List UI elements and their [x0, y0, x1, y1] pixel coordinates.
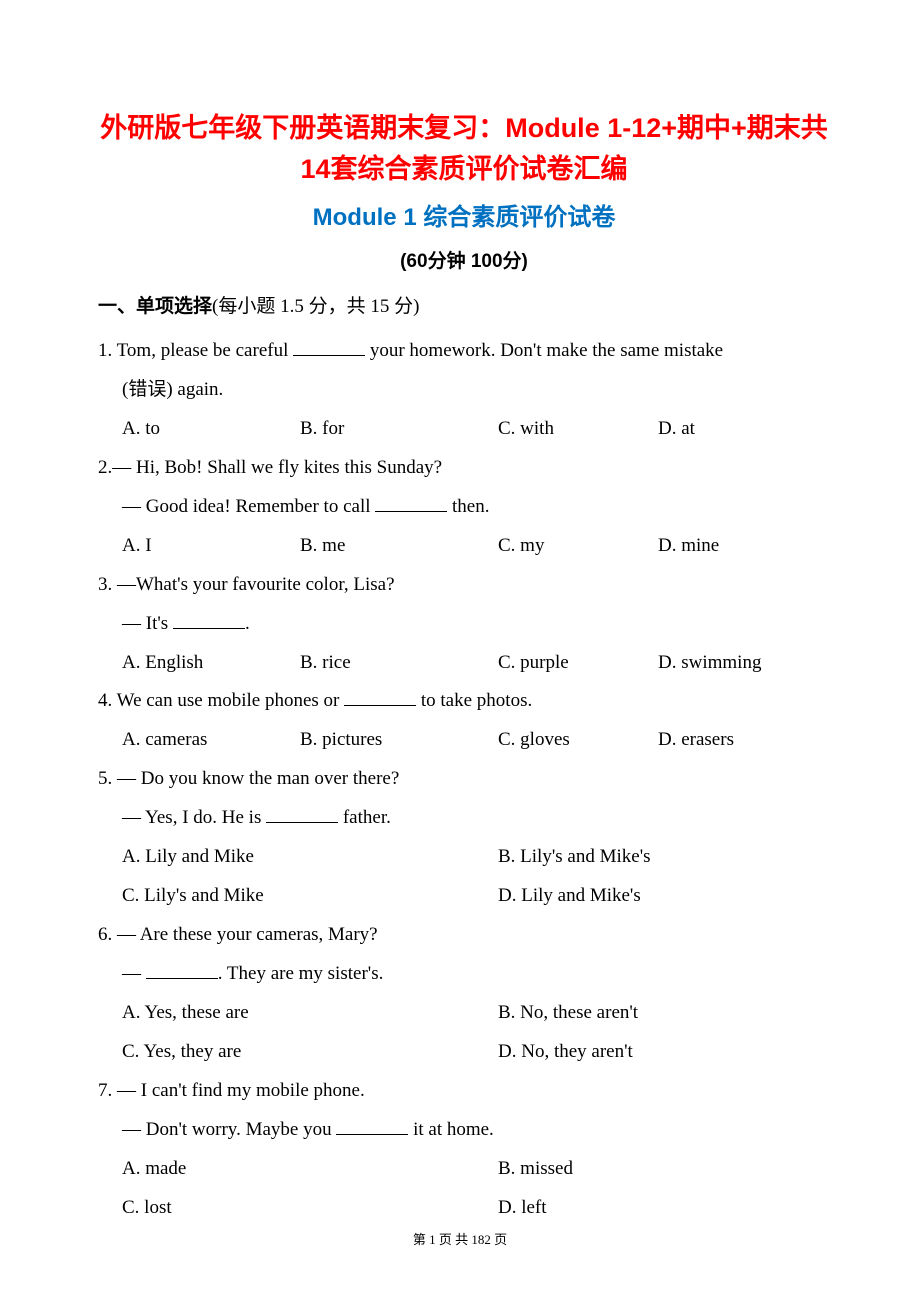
- question-stem: 6. — Are these your cameras, Mary?: [98, 916, 830, 955]
- option-b: B. Lily's and Mike's: [498, 838, 651, 877]
- options-row: A. made B. missed: [98, 1150, 830, 1189]
- blank: [173, 611, 245, 628]
- footer-suffix: 页: [491, 1232, 507, 1247]
- option-d: D. swimming: [658, 644, 761, 683]
- footer-mid: 页 共: [436, 1232, 472, 1247]
- option-b: B. rice: [300, 644, 498, 683]
- option-d: D. No, they aren't: [498, 1033, 633, 1072]
- option-a: A. I: [122, 527, 300, 566]
- option-b: B. missed: [498, 1150, 573, 1189]
- section-header: 一、单项选择(每小题 1.5 分，共 15 分): [98, 291, 830, 318]
- option-b: B. No, these aren't: [498, 994, 638, 1033]
- option-d: D. erasers: [658, 721, 734, 760]
- option-a: A. to: [122, 410, 300, 449]
- question-stem: 4. We can use mobile phones or to take p…: [98, 682, 830, 721]
- option-b: B. me: [300, 527, 498, 566]
- question-2: 2.— Hi, Bob! Shall we fly kites this Sun…: [98, 449, 830, 566]
- question-5: 5. — Do you know the man over there? — Y…: [98, 760, 830, 916]
- options-row: A. Lily and Mike B. Lily's and Mike's: [98, 838, 830, 877]
- option-d: D. mine: [658, 527, 719, 566]
- question-stem-cont: — Yes, I do. He is father.: [98, 799, 830, 838]
- question-stem-cont: — Don't worry. Maybe you it at home.: [98, 1111, 830, 1150]
- options-row: C. lost D. left: [98, 1189, 830, 1228]
- blank: [336, 1118, 408, 1135]
- option-a: A. English: [122, 644, 300, 683]
- option-a: A. Lily and Mike: [122, 838, 498, 877]
- question-stem-cont: — It's .: [98, 605, 830, 644]
- options-row: A. to B. for C. with D. at: [98, 410, 830, 449]
- option-a: A. made: [122, 1150, 498, 1189]
- question-stem: 3. —What's your favourite color, Lisa?: [98, 566, 830, 605]
- option-d: D. left: [498, 1189, 547, 1228]
- option-c: C. lost: [122, 1189, 498, 1228]
- blank: [146, 962, 218, 979]
- option-d: D. at: [658, 410, 695, 449]
- title-module: Module 1 综合素质评价试卷: [98, 197, 830, 232]
- option-b: B. pictures: [300, 721, 498, 760]
- question-stem-cont: — . They are my sister's.: [98, 955, 830, 994]
- question-stem-cont: (错误) again.: [98, 371, 830, 410]
- question-3: 3. —What's your favourite color, Lisa? —…: [98, 566, 830, 683]
- options-row: C. Lily's and Mike D. Lily and Mike's: [98, 877, 830, 916]
- question-7: 7. — I can't find my mobile phone. — Don…: [98, 1072, 830, 1228]
- option-c: C. with: [498, 410, 658, 449]
- question-4: 4. We can use mobile phones or to take p…: [98, 682, 830, 760]
- options-row: C. Yes, they are D. No, they aren't: [98, 1033, 830, 1072]
- option-c: C. Lily's and Mike: [122, 877, 498, 916]
- blank: [375, 495, 447, 512]
- title-duration: (60分钟 100分): [98, 246, 830, 273]
- question-stem: 7. — I can't find my mobile phone.: [98, 1072, 830, 1111]
- blank: [293, 339, 365, 356]
- question-stem: 1. Tom, please be careful your homework.…: [98, 332, 830, 371]
- exam-page: 外研版七年级下册英语期末复习：Module 1-12+期中+期末共14套综合素质…: [0, 0, 920, 1228]
- footer-total-pages: 182: [471, 1232, 491, 1247]
- options-row: A. I B. me C. my D. mine: [98, 527, 830, 566]
- footer-prefix: 第: [413, 1232, 429, 1247]
- question-stem: 2.— Hi, Bob! Shall we fly kites this Sun…: [98, 449, 830, 488]
- options-row: A. cameras B. pictures C. gloves D. eras…: [98, 721, 830, 760]
- options-row: A. English B. rice C. purple D. swimming: [98, 644, 830, 683]
- question-1: 1. Tom, please be careful your homework.…: [98, 332, 830, 449]
- option-c: C. my: [498, 527, 658, 566]
- section-label-bold: 一、单项选择: [98, 296, 212, 317]
- blank: [344, 689, 416, 706]
- option-a: A. Yes, these are: [122, 994, 498, 1033]
- option-d: D. Lily and Mike's: [498, 877, 641, 916]
- options-row: A. Yes, these are B. No, these aren't: [98, 994, 830, 1033]
- question-stem: 5. — Do you know the man over there?: [98, 760, 830, 799]
- question-stem-cont: — Good idea! Remember to call then.: [98, 488, 830, 527]
- page-footer: 第 1 页 共 182 页: [0, 1229, 920, 1248]
- option-c: C. purple: [498, 644, 658, 683]
- option-c: C. gloves: [498, 721, 658, 760]
- title-main: 外研版七年级下册英语期末复习：Module 1-12+期中+期末共14套综合素质…: [98, 108, 830, 189]
- option-b: B. for: [300, 410, 498, 449]
- blank: [266, 806, 338, 823]
- option-c: C. Yes, they are: [122, 1033, 498, 1072]
- section-label-rest: (每小题 1.5 分，共 15 分): [212, 296, 419, 317]
- question-6: 6. — Are these your cameras, Mary? — . T…: [98, 916, 830, 1072]
- option-a: A. cameras: [122, 721, 300, 760]
